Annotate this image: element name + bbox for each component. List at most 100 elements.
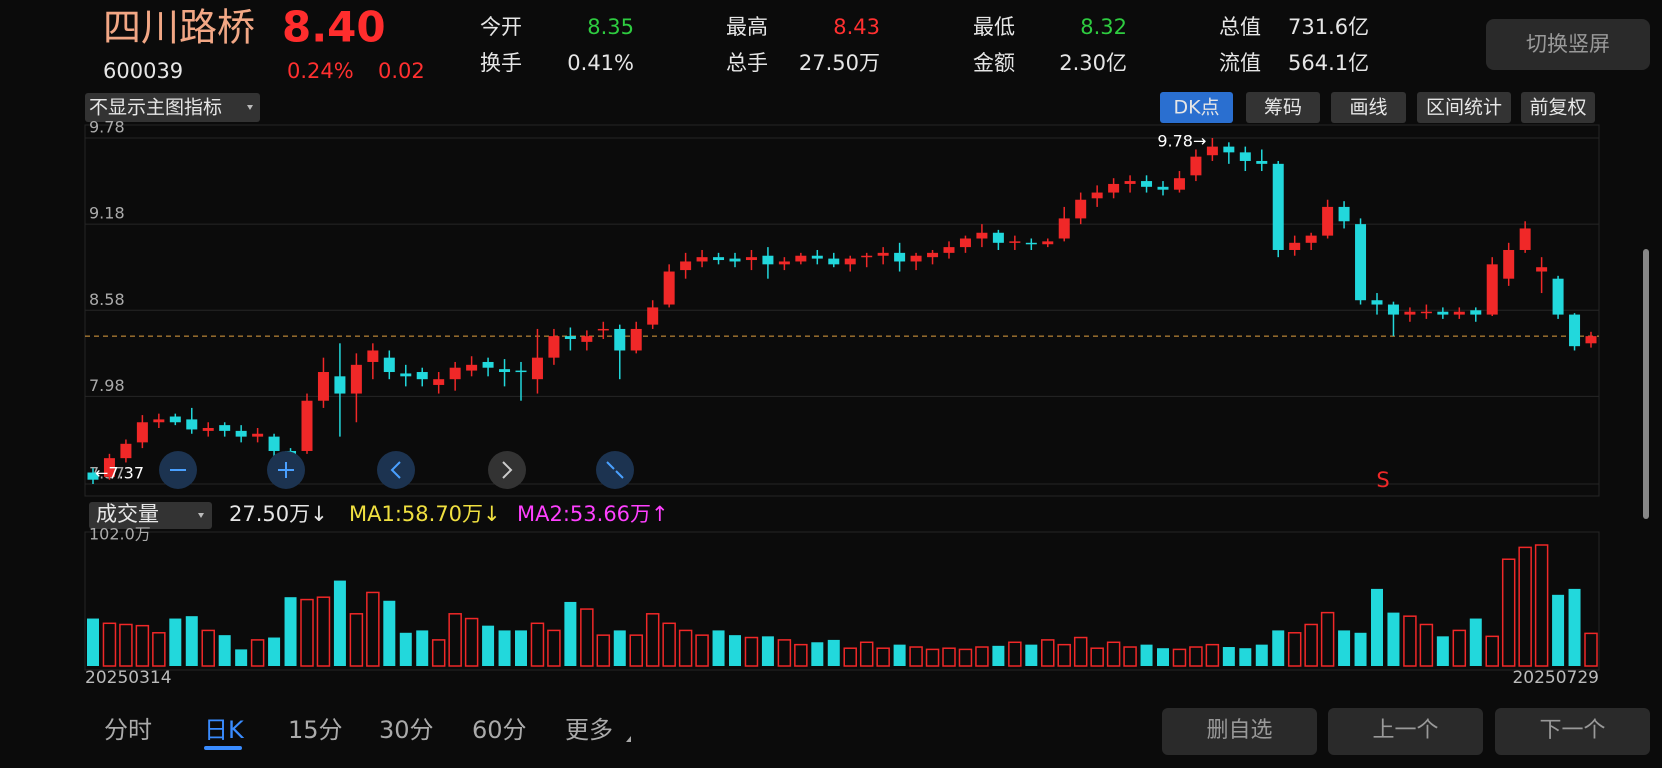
toolbar-button[interactable] [1246, 92, 1320, 123]
volume-bar [399, 632, 412, 666]
volume-bar [1469, 618, 1482, 666]
candle-body [778, 261, 790, 265]
indicator-dropdown[interactable] [85, 93, 260, 122]
volume-bar [218, 635, 231, 666]
high-annotation: 9.78→ [1157, 132, 1206, 151]
volume-bar [942, 647, 956, 667]
volume-bar [1436, 636, 1449, 666]
candle-body [1075, 199, 1087, 219]
collapse[interactable] [596, 451, 634, 489]
ma1-legend: MA1:58.70万↓ [349, 502, 501, 526]
volume-bar [744, 636, 759, 667]
volume-bar [383, 600, 396, 666]
volume-bar [1239, 648, 1252, 666]
candle-body [581, 336, 593, 342]
period-tab[interactable]: 30分 [379, 716, 434, 744]
volume-bar [102, 622, 117, 667]
toolbar-label[interactable]: 画线 [1349, 97, 1387, 119]
toolbar-button[interactable] [1521, 92, 1595, 123]
volume-name[interactable]: 成交量 [96, 502, 159, 526]
candle-body [894, 252, 906, 262]
volume-bar [448, 613, 462, 667]
period-tab[interactable]: 更多 [565, 716, 613, 744]
toolbar-label[interactable]: 区间统计 [1426, 97, 1502, 119]
candle-body [1519, 228, 1531, 250]
toolbar-label[interactable]: 筹码 [1264, 97, 1302, 119]
volume-bar [201, 629, 215, 667]
action-label[interactable]: 删自选 [1206, 718, 1272, 743]
candle-body [499, 369, 511, 373]
period-tab[interactable]: 日K [204, 716, 245, 744]
toolbar-button[interactable] [1331, 92, 1406, 123]
candle-body [449, 367, 461, 380]
candle-body [1503, 249, 1515, 279]
volume-bar [1008, 641, 1022, 667]
candle-body [202, 428, 214, 431]
volume-bar [1222, 647, 1235, 666]
candle-body [680, 261, 692, 271]
volume-bar [729, 635, 741, 666]
stock-name: 四川路桥 [103, 6, 255, 50]
volume-bar [431, 639, 446, 667]
candle-body [614, 328, 626, 351]
action-button[interactable] [1495, 708, 1650, 755]
icon [390, 461, 401, 479]
dropdown-arrow [247, 105, 253, 110]
y-tick-label: 9.18 [89, 204, 125, 223]
indicator-label[interactable]: 不显示主图指标 [89, 97, 222, 119]
candle-body [713, 257, 725, 261]
icon [278, 462, 294, 478]
volume-bar [712, 630, 725, 666]
rotate-label[interactable]: 切换竖屏 [1526, 32, 1610, 56]
volume-bar [1025, 644, 1038, 666]
action-label[interactable]: 上一个 [1372, 718, 1438, 743]
volume-bar [87, 618, 99, 666]
volume-bar [1073, 636, 1088, 667]
scroll-left[interactable] [377, 451, 415, 489]
rotate-button[interactable] [1486, 19, 1650, 70]
candle-body [1190, 156, 1202, 176]
candle-body [1239, 152, 1251, 161]
candle-body [1552, 278, 1564, 315]
scrollbar [1643, 249, 1649, 519]
volume-bar [564, 601, 577, 666]
volume-bar [547, 629, 561, 667]
toolbar-label[interactable]: 前复权 [1529, 97, 1586, 119]
volume-bar [250, 639, 265, 667]
ma2-legend: MA2:53.66万↑ [517, 502, 669, 526]
candle-body [1404, 311, 1416, 315]
stat-value: 8.43 [833, 15, 880, 39]
candle-body [976, 232, 988, 239]
candle-body [87, 472, 99, 480]
volume-bar [135, 624, 150, 667]
action-button[interactable] [1162, 708, 1317, 755]
candle-body [103, 458, 115, 477]
volume-bar [1272, 630, 1285, 666]
volume-bar [1123, 646, 1137, 667]
volume-bar [1189, 646, 1203, 667]
action-label[interactable]: 下一个 [1539, 718, 1605, 743]
candle-body [1420, 311, 1432, 314]
volume-dropdown[interactable] [89, 502, 212, 529]
period-tab[interactable]: 15分 [288, 716, 343, 744]
candle-body [252, 433, 264, 437]
candle-body [268, 436, 280, 451]
candle-body [1355, 224, 1367, 301]
toolbar-label[interactable]: DK点 [1173, 97, 1219, 119]
toolbar-button[interactable] [1160, 92, 1233, 123]
volume-bar [1387, 612, 1400, 666]
candle-body [729, 258, 741, 262]
candle-body [515, 370, 527, 373]
period-tab[interactable]: 分时 [104, 716, 152, 744]
action-button[interactable] [1328, 708, 1483, 755]
toolbar-button[interactable] [1417, 92, 1511, 123]
scroll-right[interactable] [488, 451, 526, 489]
volume-bar [1534, 544, 1549, 667]
candle-body [136, 422, 148, 443]
period-tab[interactable]: 60分 [472, 716, 527, 744]
candle-body [1272, 163, 1284, 250]
candle-body [400, 373, 412, 377]
volume-bar [1287, 632, 1302, 667]
candle-body [120, 443, 132, 459]
